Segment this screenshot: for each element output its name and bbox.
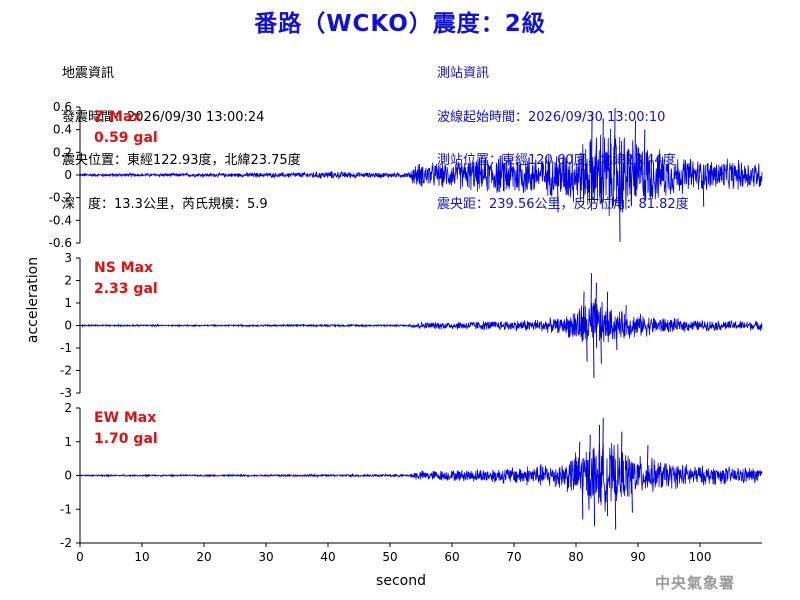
wave-start-time: 波線起始時間：2026/09/30 13:00:10 bbox=[437, 109, 666, 125]
waveform-peak bbox=[613, 108, 616, 176]
x-tick-label: 90 bbox=[630, 550, 645, 564]
y-tick-label: -0.4 bbox=[49, 213, 72, 227]
max-label-z: Z Max bbox=[94, 109, 141, 125]
x-tick-label: 70 bbox=[506, 550, 521, 564]
panel-z bbox=[76, 106, 763, 244]
origin-time: 發震時間：2026/09/30 13:00:24 bbox=[62, 109, 265, 125]
x-tick-label: 60 bbox=[444, 550, 459, 564]
waveform-peak bbox=[634, 120, 636, 176]
waveform-peak bbox=[606, 475, 609, 517]
x-tick-label: 50 bbox=[382, 550, 397, 564]
earthquake-info: 地震資訊 發震時間：2026/09/30 13:00:24 震央位置：東經122… bbox=[62, 38, 301, 227]
waveform-peak bbox=[595, 282, 597, 326]
waveform-trace bbox=[79, 128, 763, 217]
y-tick-label: 3 bbox=[64, 251, 72, 265]
y-tick-label: -2 bbox=[60, 364, 72, 378]
x-tick-label: 40 bbox=[320, 550, 335, 564]
y-tick-label: -1 bbox=[60, 502, 72, 516]
waveform-peak bbox=[600, 325, 602, 364]
agency-label: 中央氣象署 bbox=[655, 574, 736, 592]
max-label-ew: EW Max bbox=[94, 410, 156, 426]
chart-title: 番路（WCKO）震度：2級 bbox=[254, 11, 546, 37]
waveform-peak bbox=[618, 174, 621, 242]
x-axis-title: second bbox=[376, 573, 426, 589]
waveform-trace bbox=[79, 298, 763, 349]
max-label-ns: NS Max bbox=[94, 260, 153, 276]
waveform-peak bbox=[646, 445, 649, 476]
waveform-peak bbox=[592, 325, 595, 378]
y-tick-label: -0.2 bbox=[49, 191, 72, 205]
waveform-peak bbox=[582, 291, 585, 326]
x-tick-label: 100 bbox=[689, 550, 712, 564]
waveform-peak bbox=[643, 129, 646, 176]
y-tick-label: 0.6 bbox=[53, 100, 72, 114]
depth-magnitude: 深 度：13.3公里，芮氏規模：5.9 bbox=[62, 196, 268, 212]
y-axis-title: acceleration bbox=[25, 257, 41, 343]
waveform-peak bbox=[589, 434, 591, 476]
x-tick-label: 20 bbox=[196, 550, 211, 564]
y-tick-label: -1 bbox=[60, 341, 72, 355]
waveform-peak bbox=[614, 475, 617, 530]
waveform-peak bbox=[602, 418, 604, 476]
waveform-peak bbox=[586, 325, 588, 362]
waveform-peak bbox=[702, 174, 705, 207]
y-tick-label: 2 bbox=[64, 274, 72, 288]
waveform-peak bbox=[620, 431, 623, 476]
waveform-peak bbox=[606, 291, 609, 326]
y-tick-label: 0.4 bbox=[53, 123, 72, 137]
y-tick-label: -3 bbox=[60, 386, 72, 400]
x-tick-label: 0 bbox=[76, 550, 84, 564]
waveform-peak bbox=[591, 112, 593, 176]
waveform-peak bbox=[590, 273, 592, 326]
y-tick-label: 0 bbox=[64, 469, 72, 483]
x-tick-label: 80 bbox=[568, 550, 583, 564]
max-value-ew: 1.70 gal bbox=[94, 431, 158, 447]
y-tick-label: 0 bbox=[64, 319, 72, 333]
x-tick-label: 10 bbox=[134, 550, 149, 564]
waveform-peak bbox=[625, 305, 627, 326]
waveform-peak bbox=[578, 441, 581, 476]
waveform-peak bbox=[556, 174, 559, 213]
y-tick-label: 0 bbox=[64, 168, 72, 182]
panel-ew bbox=[76, 407, 763, 544]
y-tick-label: -0.6 bbox=[49, 236, 72, 250]
earthquake-info-heading: 地震資訊 bbox=[62, 66, 115, 81]
y-tick-label: -2 bbox=[60, 536, 72, 550]
waveform-peak bbox=[615, 325, 618, 351]
y-tick-label: 0.2 bbox=[53, 145, 72, 159]
panel-ns bbox=[76, 257, 763, 394]
waveform-trace bbox=[79, 442, 763, 512]
y-tick-label: 1 bbox=[64, 435, 72, 449]
max-value-ns: 2.33 gal bbox=[94, 281, 158, 297]
y-tick-label: 1 bbox=[64, 296, 72, 310]
max-value-z: 0.59 gal bbox=[94, 130, 158, 146]
waveform-peak bbox=[602, 118, 604, 176]
x-tick-label: 30 bbox=[258, 550, 273, 564]
y-tick-label: 2 bbox=[64, 401, 72, 415]
waveform-peak bbox=[581, 475, 584, 520]
waveform-peak bbox=[598, 424, 601, 476]
epicenter: 震央位置：東經122.93度，北緯23.75度 bbox=[62, 153, 301, 168]
waveform-peak bbox=[593, 475, 596, 527]
station-info-heading: 測站資訊 bbox=[437, 66, 490, 81]
waveform-peak bbox=[631, 475, 633, 513]
